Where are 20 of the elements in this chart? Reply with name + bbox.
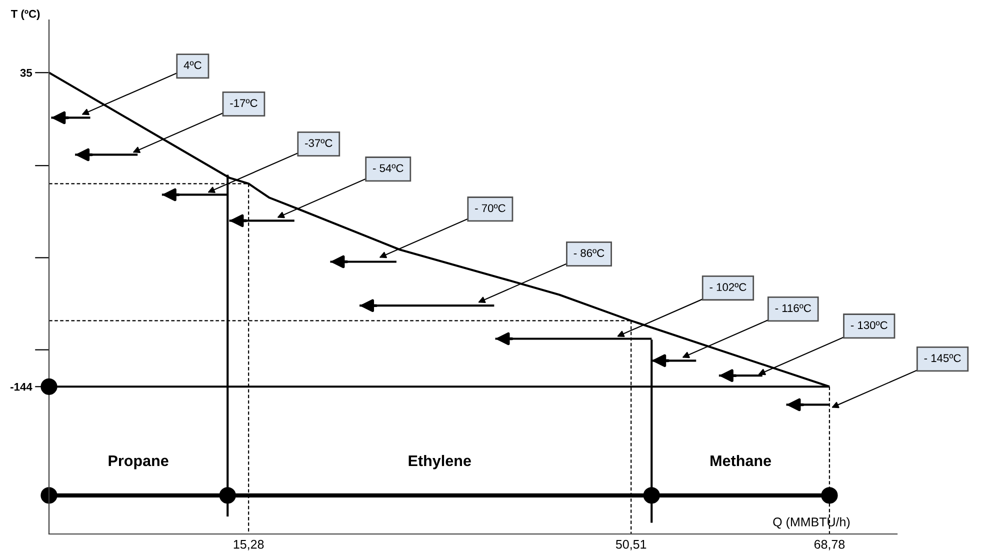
annotation: Ethylene (408, 454, 471, 470)
annotation: - 145ºC (924, 354, 961, 362)
annotation: 4ºC (184, 61, 202, 70)
y-axis-title: T (ºC) (10, 10, 40, 20)
annotation: -17ºC (230, 99, 258, 107)
y-tick-label: 35 (20, 68, 32, 77)
annotation: - 130ºC (850, 321, 888, 330)
annotation: - 54ºC (373, 164, 404, 172)
x-tick-label: 15,28 (234, 540, 264, 550)
annotation: -37ºC (305, 139, 332, 147)
x-tick-label: 68,78 (814, 540, 845, 550)
x-tick-label: 50,51 (616, 540, 646, 550)
annotation: Propane (108, 456, 168, 470)
annotation: Methane (710, 454, 772, 466)
annotation: - 70ºC (475, 204, 506, 212)
y-tick-label: -144 (10, 383, 32, 391)
x-axis-title: Q (MMBTU/h) (773, 517, 850, 529)
annotation: - 116ºC (775, 304, 811, 312)
annotation: - 102ºC (710, 283, 746, 292)
annotation: - 86ºC (574, 249, 604, 257)
